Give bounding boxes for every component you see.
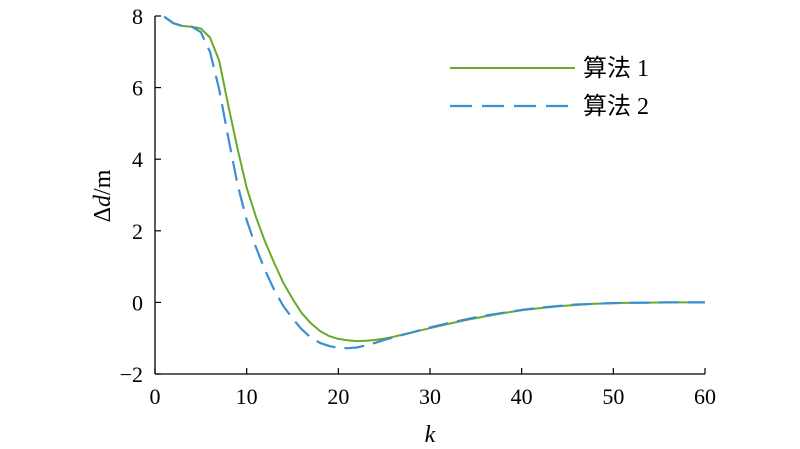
y-tick-label: 4 [132, 147, 143, 172]
legend: 算法 1 算法 2 [450, 55, 649, 120]
y-tick-label: 2 [132, 219, 143, 244]
x-tick-label: 20 [327, 384, 349, 409]
y-axis-label: Δd/m [90, 169, 116, 222]
x-tick-label: 50 [602, 384, 624, 409]
legend-label-2: 算法 2 [583, 93, 649, 120]
x-tick-label: 0 [150, 384, 161, 409]
x-tick-label: 60 [694, 384, 716, 409]
x-tick-label: 40 [511, 384, 533, 409]
x-tick-label: 30 [419, 384, 441, 409]
y-tick-label: −2 [120, 362, 143, 387]
y-axis-label-var: d [90, 194, 116, 207]
plot-area [163, 15, 705, 350]
axes: 0 10 20 30 40 50 60 −2 0 2 4 6 8 [120, 4, 716, 409]
series-line-1 [163, 15, 705, 343]
y-tick-label: 6 [132, 76, 143, 101]
x-tick-label: 10 [236, 384, 258, 409]
legend-label-1: 算法 1 [583, 55, 649, 82]
y-axis-label-suffix: /m [90, 169, 116, 195]
y-tick-label: 0 [132, 290, 143, 315]
y-tick-label: 8 [132, 4, 143, 29]
y-axis-label-prefix: Δ [90, 207, 116, 222]
x-axis-label: k [425, 422, 436, 448]
